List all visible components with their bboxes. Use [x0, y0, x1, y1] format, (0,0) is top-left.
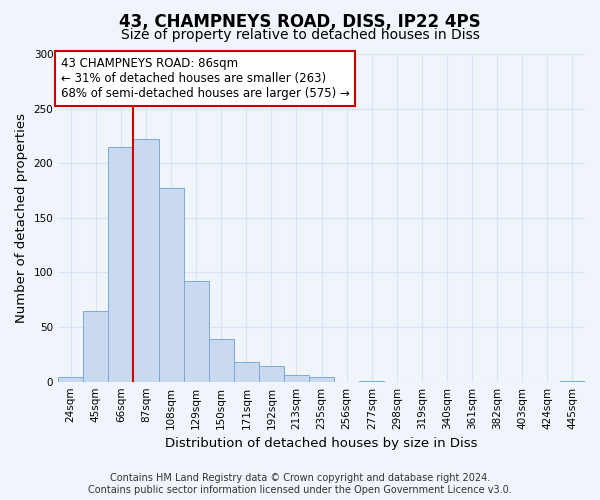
Bar — [309, 378, 334, 382]
Bar — [560, 380, 585, 382]
X-axis label: Distribution of detached houses by size in Diss: Distribution of detached houses by size … — [166, 437, 478, 450]
Bar — [109, 147, 133, 382]
Bar — [58, 378, 83, 382]
Bar — [234, 362, 259, 382]
Bar — [284, 375, 309, 382]
Y-axis label: Number of detached properties: Number of detached properties — [15, 113, 28, 323]
Bar — [83, 310, 109, 382]
Bar — [209, 339, 234, 382]
Bar — [184, 281, 209, 382]
Bar — [259, 366, 284, 382]
Bar — [158, 188, 184, 382]
Text: 43 CHAMPNEYS ROAD: 86sqm
← 31% of detached houses are smaller (263)
68% of semi-: 43 CHAMPNEYS ROAD: 86sqm ← 31% of detach… — [61, 58, 350, 100]
Text: 43, CHAMPNEYS ROAD, DISS, IP22 4PS: 43, CHAMPNEYS ROAD, DISS, IP22 4PS — [119, 12, 481, 30]
Text: Size of property relative to detached houses in Diss: Size of property relative to detached ho… — [121, 28, 479, 42]
Bar — [359, 380, 385, 382]
Text: Contains HM Land Registry data © Crown copyright and database right 2024.
Contai: Contains HM Land Registry data © Crown c… — [88, 474, 512, 495]
Bar — [133, 139, 158, 382]
